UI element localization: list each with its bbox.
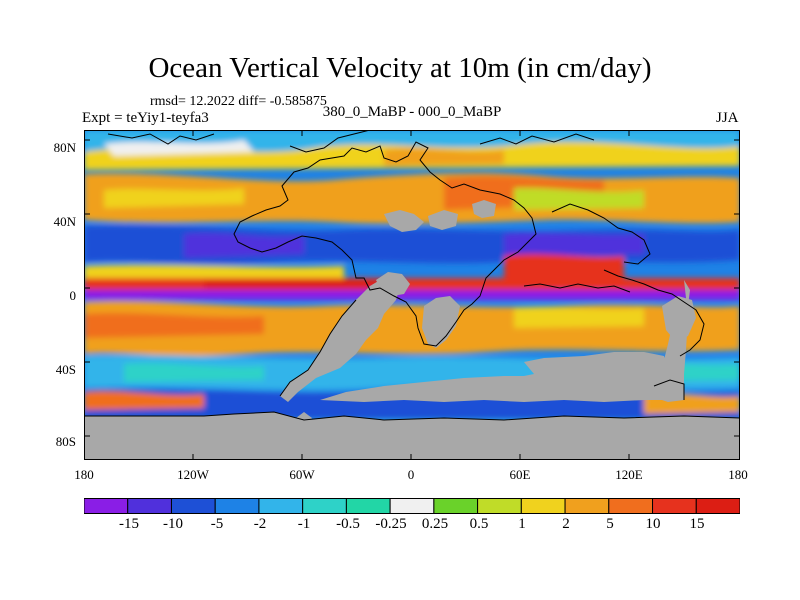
colorbar-swatch (170, 498, 216, 514)
difference-label: 380_0_MaBP - 000_0_MaBP (322, 104, 502, 120)
colorbar-swatch (258, 498, 304, 514)
colorbar-swatch (608, 498, 654, 514)
colorbar-label: -15 (119, 516, 139, 532)
colorbar-swatch (695, 498, 740, 514)
lat-label-0: 0 (69, 288, 77, 303)
map-title: Ocean Vertical Velocity at 10m (in cm/da… (148, 52, 652, 84)
experiment-label: Expt = teYiy1-teyfa3 (82, 110, 209, 126)
colorbar-label: 10 (645, 516, 661, 532)
colorbar-label: -5 (210, 516, 224, 532)
colorbar-label: 0.5 (469, 516, 489, 532)
season-label: JJA (716, 110, 739, 126)
map-ticks (84, 130, 740, 460)
colorbar-swatch (389, 498, 435, 514)
velocity-field (84, 130, 740, 460)
lat-label-80s: 80S (55, 434, 76, 449)
lon-label-0: 0 (407, 467, 415, 482)
map-frame (84, 130, 740, 460)
colorbar-label: -0.5 (336, 516, 360, 532)
lon-label-120w: 120W (177, 467, 209, 482)
colorbar-label: -10 (163, 516, 183, 532)
colorbar-swatch (433, 498, 479, 514)
colorbar-swatch (564, 498, 610, 514)
lon-label-60e: 60E (509, 467, 531, 482)
colorbar-label: 15 (689, 516, 705, 532)
colorbar-swatch (477, 498, 522, 514)
colorbar-label: -1 (297, 516, 311, 532)
lat-label-40s: 40S (55, 362, 76, 377)
colorbar-label: 5 (606, 516, 614, 532)
colorbar-swatch (84, 498, 129, 514)
colorbar-swatch (127, 498, 172, 514)
coastlines (84, 130, 740, 421)
lat-label-40n: 40N (53, 214, 76, 229)
colorbar-label: -2 (253, 516, 267, 532)
lon-label-180e: 180 (728, 467, 748, 482)
lon-label-180w: 180 (74, 467, 94, 482)
land-masses (84, 200, 740, 460)
lat-label-80n: 80N (53, 140, 76, 155)
colorbar-swatch (652, 498, 697, 514)
lon-label-120e: 120E (615, 467, 643, 482)
colorbar-label: 1 (518, 516, 526, 532)
lon-label-60w: 60W (289, 467, 315, 482)
velocity-map (84, 130, 740, 460)
colorbar-label: -0.25 (375, 516, 407, 532)
colorbar-swatch (520, 498, 566, 514)
colorbar-label: 0.25 (421, 516, 449, 532)
stats-label: rmsd= 12.2022 diff= -0.585875 (150, 94, 327, 109)
colorbar-swatch (214, 498, 260, 514)
colorbar-swatch (302, 498, 347, 514)
colorbar (84, 498, 740, 514)
colorbar-label: 2 (562, 516, 570, 532)
colorbar-swatch (345, 498, 391, 514)
